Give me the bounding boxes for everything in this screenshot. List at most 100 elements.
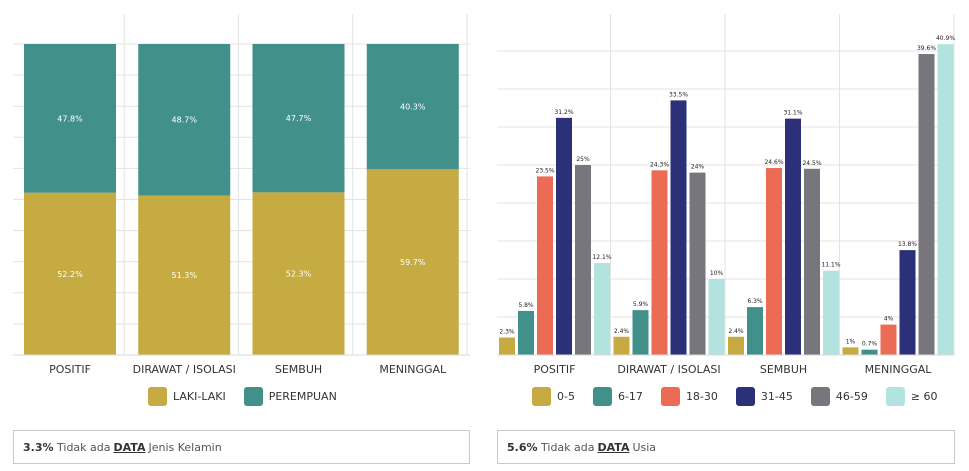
data-label: 13.8% — [898, 241, 917, 248]
bar-perempuan-positif — [24, 44, 116, 193]
bar-perempuan-sembuh — [252, 44, 345, 193]
bar-18-30-positif — [537, 176, 553, 355]
bar-6-17-sembuh — [747, 307, 763, 355]
data-label: 52.2% — [57, 270, 83, 279]
data-label: 24.5% — [802, 160, 821, 167]
data-label: 31.1% — [783, 110, 802, 117]
age-missing-text2: Usia — [632, 440, 657, 454]
legend-swatch — [243, 387, 263, 406]
x-tick-label: POSITIF — [534, 363, 576, 376]
data-label: 12.1% — [592, 254, 611, 261]
data-label: 48.7% — [172, 116, 198, 125]
legend-swatch — [592, 387, 612, 406]
gender-missing-note: 3.3% Tidak ada DATA Jenis Kelamin — [13, 430, 470, 464]
legend-label: 46-59 — [835, 390, 868, 403]
x-tick-label: SEMBUH — [760, 363, 807, 376]
legend-item-0-5: 0-5 — [532, 387, 575, 406]
bar-perempuan-meninggal — [366, 44, 459, 170]
bar-31-45-meninggal — [899, 250, 916, 355]
age-legend: 0-5 6-17 18-30 31-45 46-59 ≥ 60 — [532, 387, 938, 406]
bar-0-5-sembuh — [728, 336, 744, 355]
data-label: 47.8% — [57, 114, 83, 123]
gender-missing-text1: Tidak ada — [57, 440, 111, 454]
data-label: 5.9% — [633, 301, 649, 308]
bar-laki-laki-dirawat-isolasi — [138, 195, 231, 355]
bar-laki-laki-sembuh — [252, 192, 345, 355]
x-tick-label: MENINGGAL — [865, 363, 933, 376]
data-label: 2.4% — [728, 328, 744, 335]
legend-label: LAKI-LAKI — [173, 390, 226, 403]
bar-18-30-meninggal — [880, 324, 897, 355]
data-label: 33.5% — [669, 91, 688, 98]
bar-46-59-positif — [575, 165, 591, 355]
legend-item-46-59: 46-59 — [810, 387, 868, 406]
bar-laki-laki-positif — [24, 192, 116, 355]
data-label: 2.3% — [499, 329, 515, 336]
bar-6-17-dirawat-isolasi — [632, 310, 649, 355]
bar-60-dirawat-isolasi — [708, 279, 725, 355]
gender-missing-emph: DATA — [113, 440, 146, 454]
legend-swatch — [660, 387, 680, 406]
bar-18-30-dirawat-isolasi — [651, 170, 668, 355]
x-tick-label: SEMBUH — [275, 363, 322, 376]
data-label: 10% — [710, 270, 724, 277]
legend-item-18-30: 18-30 — [660, 387, 718, 406]
age-missing-note: 5.6% Tidak ada DATA Usia — [497, 430, 955, 464]
bar-0-5-dirawat-isolasi — [613, 336, 630, 355]
gender-missing-value: 3.3% — [23, 440, 54, 454]
x-tick-label: DIRAWAT / ISOLASI — [133, 363, 236, 376]
gender-missing-text2: Jenis Kelamin — [148, 440, 222, 454]
bar-6-17-positif — [518, 310, 534, 355]
legend-label: 18-30 — [685, 390, 718, 403]
age-chart-panel: 2.3% 5.8% 23.5% 31.2% 25% 12.1% POSITIF 2.4% 5.9… — [485, 0, 969, 471]
data-label: 40.9% — [936, 35, 955, 42]
gender-chart: 52.2% 47.8% POSITIF 51.3% 48.7% DIRAWAT / ISO… — [13, 14, 470, 376]
legend-item-6-17: 6-17 — [592, 387, 643, 406]
legend-swatch — [735, 387, 755, 406]
bar-6-17-meninggal — [861, 349, 878, 355]
data-label: 52.3% — [286, 270, 312, 279]
x-tick-label: POSITIF — [49, 363, 91, 376]
bar-31-45-sembuh — [785, 118, 801, 355]
bar-31-45-dirawat-isolasi — [670, 100, 687, 356]
age-missing-emph: DATA — [597, 440, 630, 454]
data-label: 1% — [846, 338, 856, 345]
data-label: 5.8% — [518, 302, 534, 309]
bar-46-59-meninggal — [918, 54, 935, 355]
legend-item-31-45: 31-45 — [735, 387, 793, 406]
legend-label: 6-17 — [617, 390, 643, 403]
data-label: 47.7% — [286, 114, 312, 123]
data-label: 24.6% — [764, 159, 783, 166]
bar-18-30-sembuh — [766, 168, 782, 355]
age-missing-value: 5.6% — [507, 440, 538, 454]
bar-0-5-meninggal — [842, 347, 859, 355]
legend-item-laki-laki: LAKI-LAKI — [148, 387, 226, 406]
legend-item-60: ≥ 60 — [885, 387, 938, 406]
bar-laki-laki-meninggal — [366, 169, 459, 355]
x-tick-label: MENINGGAL — [379, 363, 447, 376]
gender-legend: LAKI-LAKI PEREMPUAN — [148, 387, 337, 406]
data-label: 40.3% — [400, 103, 426, 112]
bar-31-45-positif — [556, 117, 572, 355]
legend-label: 0-5 — [557, 390, 575, 403]
gender-chart-panel: 52.2% 47.8% POSITIF 51.3% 48.7% DIRAWAT / ISO… — [0, 0, 480, 471]
bar-46-59-dirawat-isolasi — [689, 172, 706, 355]
legend-label: 31-45 — [760, 390, 793, 403]
legend-label: ≥ 60 — [910, 390, 938, 403]
data-label: 0.7% — [862, 341, 878, 348]
data-label: 59.7% — [400, 258, 426, 267]
data-label: 4% — [884, 316, 894, 323]
legend-swatch — [532, 387, 551, 406]
age-missing-text1: Tidak ada — [541, 440, 595, 454]
data-label: 25% — [576, 156, 590, 163]
legend-swatch — [148, 387, 167, 406]
data-label: 31.2% — [554, 109, 573, 116]
legend-swatch — [885, 387, 905, 406]
bar-0-5-positif — [499, 337, 515, 355]
bar-60-sembuh — [823, 270, 839, 355]
bar-perempuan-dirawat-isolasi — [138, 44, 231, 196]
data-label: 23.5% — [535, 167, 554, 174]
bar-60-positif — [594, 263, 610, 355]
legend-item-perempuan: PEREMPUAN — [243, 387, 337, 406]
legend-swatch — [810, 387, 830, 406]
